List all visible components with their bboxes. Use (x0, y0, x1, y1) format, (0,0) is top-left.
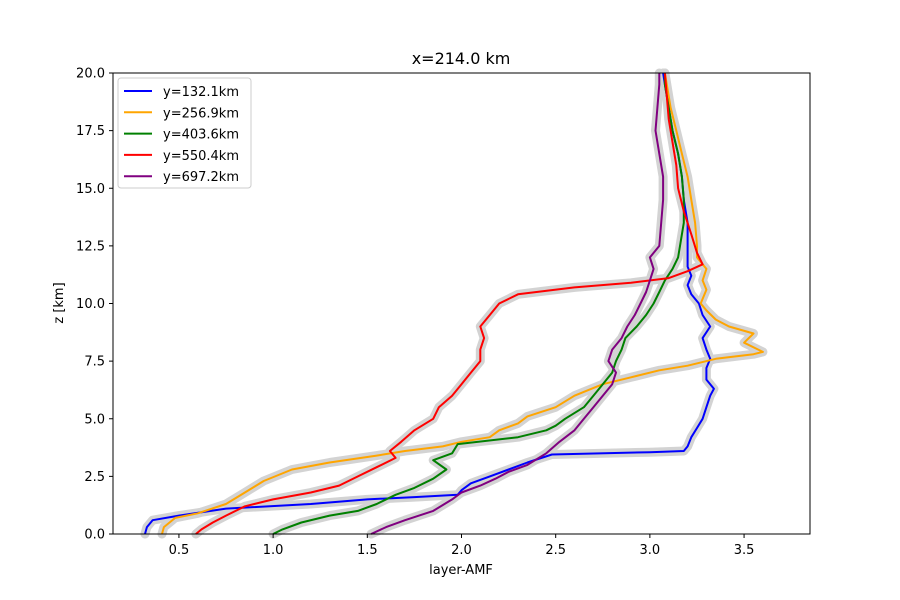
legend-box (117, 77, 252, 189)
x-tick-label: 0.5 (169, 543, 190, 558)
x-axis-ticks: 0.5 1.0 1.5 2.0 2.5 3.0 3.5 (169, 534, 755, 558)
y-tick-label: 17.5 (76, 124, 105, 139)
y-tick-label: 10.0 (76, 297, 105, 312)
y-tick-label: 2.5 (84, 470, 105, 485)
x-tick-label: 2.5 (545, 543, 566, 558)
uncertainty-band-5 (366, 68, 668, 539)
x-tick-label: 2.0 (451, 543, 472, 558)
y-tick-label: 0.0 (84, 528, 105, 543)
y-tick-label: 5.0 (84, 412, 105, 427)
y-axis-ticks: 0.0 2.5 5.0 7.5 10.0 12.5 15.0 17.5 20.0 (76, 67, 113, 543)
y-tick-label: 12.5 (76, 239, 105, 254)
y-tick-label: 15.0 (76, 182, 105, 197)
series-line-1 (144, 72, 715, 535)
y-axis-label: z [km] (52, 282, 67, 323)
legend-label-2: y=256.9km (163, 106, 239, 121)
series-lines (144, 72, 764, 535)
series-line-4 (195, 72, 704, 535)
x-tick-label: 1.0 (263, 543, 284, 558)
uncertainty-band-4 (191, 68, 708, 539)
series-line-2 (161, 72, 764, 535)
x-axis-label: layer-AMF (429, 563, 493, 578)
legend-label-4: y=550.4km (163, 149, 239, 164)
x-tick-label: 1.5 (357, 543, 378, 558)
x-tick-label: 3.0 (640, 543, 661, 558)
chart-title: x=214.0 km (412, 49, 511, 68)
legend-label-5: y=697.2km (163, 170, 239, 185)
x-tick-label: 3.5 (734, 543, 755, 558)
legend-label-3: y=403.6km (163, 128, 239, 143)
legend-label-1: y=132.1km (163, 85, 239, 100)
y-tick-label: 20.0 (76, 67, 105, 82)
y-tick-label: 7.5 (84, 355, 105, 370)
legend: y=132.1km y=256.9km y=403.6km y=550.4km y=69… (117, 77, 252, 189)
series-line-5 (370, 73, 665, 535)
